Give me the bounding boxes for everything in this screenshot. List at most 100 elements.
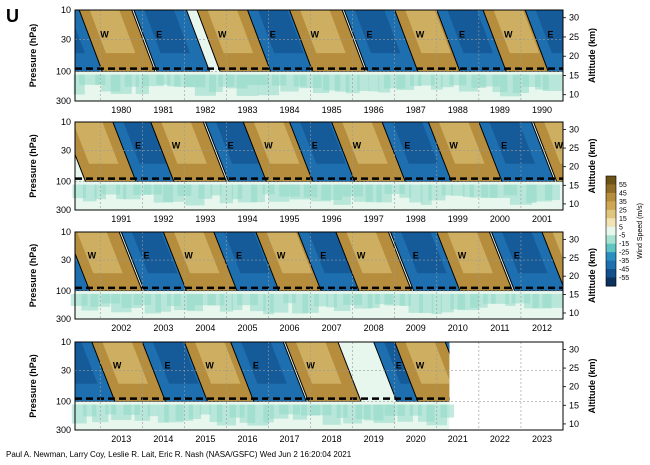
colorbar-tick-label: -45 xyxy=(619,267,629,274)
phase-label: E xyxy=(396,361,402,371)
year-tick-label: 2021 xyxy=(448,434,468,444)
year-tick-label: 1985 xyxy=(322,105,342,115)
phase-label: W xyxy=(416,361,425,371)
phase-label: W xyxy=(184,250,193,260)
phase-label: W xyxy=(218,30,227,40)
phase-label: E xyxy=(228,141,234,151)
colorbar-swatch xyxy=(606,192,616,202)
tropo-wind-cell xyxy=(79,74,101,85)
y-axis-title: Pressure (hPa) xyxy=(28,134,38,198)
phase-label: E xyxy=(253,361,259,371)
easterly-core xyxy=(131,232,178,274)
westerly-core xyxy=(295,342,342,384)
colorbar-tick-label: 5 xyxy=(619,224,623,231)
year-tick-label: 2020 xyxy=(406,434,426,444)
year-tick-label: 2013 xyxy=(111,434,131,444)
altitude-tick-label: 15 xyxy=(569,290,579,300)
tropo-wind-cell xyxy=(526,184,537,203)
easterly-core xyxy=(535,10,563,54)
altitude-tick-label: 25 xyxy=(569,363,579,373)
tropo-wind-cell xyxy=(82,184,97,202)
easterly-core xyxy=(456,342,502,384)
easterly-band xyxy=(444,342,450,355)
tropo-wind-cell xyxy=(310,404,332,416)
year-tick-label: 1980 xyxy=(111,105,131,115)
tropo-wind-cell xyxy=(449,74,467,86)
year-tick-label: 2006 xyxy=(280,323,300,333)
tropo-wind-cell xyxy=(157,404,169,423)
phase-label: E xyxy=(156,30,162,40)
phase-label: W xyxy=(504,30,513,40)
colorbar-swatch xyxy=(606,184,616,194)
tropo-wind-cell xyxy=(462,184,475,197)
tropo-wind-cell xyxy=(419,293,434,313)
altitude-tick-label: 30 xyxy=(569,344,579,354)
colorbar-swatch xyxy=(606,209,616,219)
tropo-wind-cell xyxy=(399,293,411,306)
westerly-core xyxy=(493,10,540,54)
westerly-core xyxy=(300,10,346,54)
year-tick-label: 2001 xyxy=(532,214,552,224)
year-tick-label: 2000 xyxy=(490,214,510,224)
year-tick-label: 1983 xyxy=(237,105,257,115)
year-tick-label: 1984 xyxy=(280,105,300,115)
phase-label: E xyxy=(413,250,419,260)
tropo-wind-cell xyxy=(428,184,446,201)
tropo-wind-cell xyxy=(133,184,152,195)
westerly-core xyxy=(405,10,451,54)
year-tick-label: 2019 xyxy=(364,434,384,444)
phase-label: W xyxy=(172,141,181,151)
plot-frame xyxy=(74,341,564,431)
tropo-wind-cell xyxy=(167,74,181,87)
y-axis-title: Pressure (hPa) xyxy=(28,244,38,308)
westerly-core xyxy=(102,342,148,384)
phase-label: W xyxy=(311,30,320,40)
colorbar-tick-label: 25 xyxy=(619,207,627,214)
tropo-wind-cell xyxy=(250,184,266,203)
westerly-core xyxy=(77,232,123,274)
phase-label: E xyxy=(135,141,141,151)
phase-label: W xyxy=(458,250,467,260)
tropo-wind-cell xyxy=(491,293,509,304)
tropo-wind-cell xyxy=(544,184,561,201)
colorbar-tick-label: -25 xyxy=(619,250,629,257)
phase-label: W xyxy=(277,250,286,260)
tropo-wind-cell xyxy=(326,293,337,308)
colorbar-tick-label: 55 xyxy=(619,182,627,189)
year-tick-label: 1990 xyxy=(532,105,552,115)
altitude-tick-label: 30 xyxy=(569,124,579,134)
westerly-core xyxy=(438,122,485,164)
altitude-tick-label: 20 xyxy=(569,382,579,392)
phase-label: E xyxy=(459,30,465,40)
y2-axis-title: Altitude (km) xyxy=(587,28,597,83)
altitude-tick-label: 25 xyxy=(569,143,579,153)
tropo-wind-cell xyxy=(283,293,296,304)
year-tick-label: 1993 xyxy=(195,214,215,224)
easterly-core xyxy=(241,342,287,384)
plot-frame xyxy=(74,9,564,102)
pressure-tick-label: 100 xyxy=(56,67,71,77)
phase-label: E xyxy=(547,30,553,40)
colorbar-tick-label: -15 xyxy=(619,241,629,248)
phase-label: W xyxy=(416,30,425,40)
year-tick-label: 2010 xyxy=(448,323,468,333)
tropo-wind-cell xyxy=(147,404,159,417)
tropo-wind-cell xyxy=(279,184,300,197)
altitude-tick-label: 20 xyxy=(569,51,579,61)
year-tick-label: 1991 xyxy=(111,214,131,224)
westerly-core xyxy=(447,232,493,274)
westerly-core xyxy=(89,10,136,54)
year-tick-label: 1995 xyxy=(280,214,300,224)
tropo-wind-cell xyxy=(409,404,422,416)
tropo-wind-cell xyxy=(134,404,151,421)
tropo-wind-cell xyxy=(397,404,414,422)
phase-label: W xyxy=(353,141,362,151)
colorbar-tick-label: -5 xyxy=(619,233,625,240)
colorbar-swatch xyxy=(606,201,616,211)
tropo-wind-cell xyxy=(420,184,432,205)
tropo-wind-cell xyxy=(198,184,213,199)
colorbar-swatch xyxy=(606,269,616,279)
tropo-wind-cell xyxy=(479,74,500,87)
tropo-wind-cell xyxy=(101,184,121,195)
year-tick-label: 2005 xyxy=(237,323,257,333)
